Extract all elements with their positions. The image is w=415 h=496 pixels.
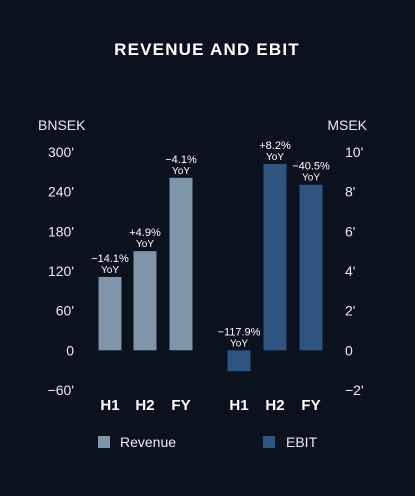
revenue-unit-label: BNSEK — [38, 117, 86, 133]
revenue-data-label-yoy: YoY — [136, 239, 154, 250]
revenue-category-labels: H1 H2 FY — [100, 397, 190, 414]
ebit-bar-h1 — [227, 350, 251, 372]
chart-title: REVENUE AND EBIT — [114, 40, 300, 59]
legend-label-revenue: Revenue — [120, 434, 176, 450]
ebit-tick-label: −2' — [345, 382, 364, 398]
revenue-tick-label: 180' — [48, 223, 74, 239]
revenue-bar-h1 — [98, 276, 122, 351]
ebit-bars — [227, 163, 323, 372]
ebit-bar-h2 — [263, 163, 287, 351]
revenue-tick-label: −60' — [48, 382, 74, 398]
revenue-data-label-yoy: YoY — [101, 265, 119, 276]
revenue-tick-label: 240' — [48, 184, 74, 200]
ebit-category-labels: H1 H2 FY — [229, 397, 320, 414]
ebit-unit-label: MSEK — [327, 117, 367, 133]
ebit-axis-ticks: 10' 8' 6' 4' 2' 0 −2' — [345, 144, 364, 398]
revenue-category-label: H2 — [135, 397, 154, 414]
revenue-data-label-yoy: YoY — [172, 166, 190, 177]
ebit-tick-label: 8' — [345, 184, 355, 200]
legend: Revenue EBIT — [98, 434, 318, 450]
revenue-data-label-pct: −14.1% — [91, 253, 129, 265]
revenue-tick-label: 60' — [56, 303, 74, 319]
revenue-bar-h2 — [133, 251, 157, 351]
ebit-tick-label: 6' — [345, 223, 355, 239]
ebit-tick-label: 2' — [345, 303, 355, 319]
revenue-bar-fy — [169, 177, 193, 351]
revenue-data-labels: −14.1%YoY+4.9%YoY−4.1%YoY — [91, 154, 197, 276]
revenue-axis-ticks: 300' 240' 180' 120' 60' 0 −60' — [48, 144, 75, 398]
ebit-data-label-pct: +8.2% — [259, 140, 291, 152]
ebit-data-labels: −117.9%YoY+8.2%YoY−40.5%YoY — [218, 140, 330, 349]
ebit-data-label-yoy: YoY — [302, 173, 320, 184]
ebit-tick-label: 4' — [345, 263, 355, 279]
revenue-category-label: H1 — [100, 397, 119, 414]
ebit-category-label: H1 — [229, 397, 248, 414]
ebit-bar-fy — [299, 184, 323, 351]
ebit-data-label-pct: −117.9% — [218, 326, 261, 338]
ebit-category-label: FY — [301, 397, 320, 414]
ebit-tick-label: 0 — [345, 342, 353, 358]
ebit-data-label-pct: −40.5% — [292, 161, 330, 173]
legend-label-ebit: EBIT — [286, 434, 318, 450]
ebit-tick-label: 10' — [345, 144, 363, 160]
revenue-data-label-pct: −4.1% — [165, 154, 197, 166]
ebit-data-label-yoy: YoY — [266, 152, 284, 163]
revenue-category-label: FY — [171, 397, 190, 414]
revenue-tick-label: 300' — [48, 144, 74, 160]
revenue-bars — [98, 177, 193, 351]
legend-swatch-revenue — [98, 436, 110, 448]
ebit-category-label: H2 — [265, 397, 284, 414]
revenue-data-label-pct: +4.9% — [129, 227, 161, 239]
ebit-data-label-yoy: YoY — [230, 338, 248, 349]
revenue-tick-label: 0 — [66, 342, 74, 358]
revenue-tick-label: 120' — [48, 263, 74, 279]
legend-swatch-ebit — [263, 436, 275, 448]
